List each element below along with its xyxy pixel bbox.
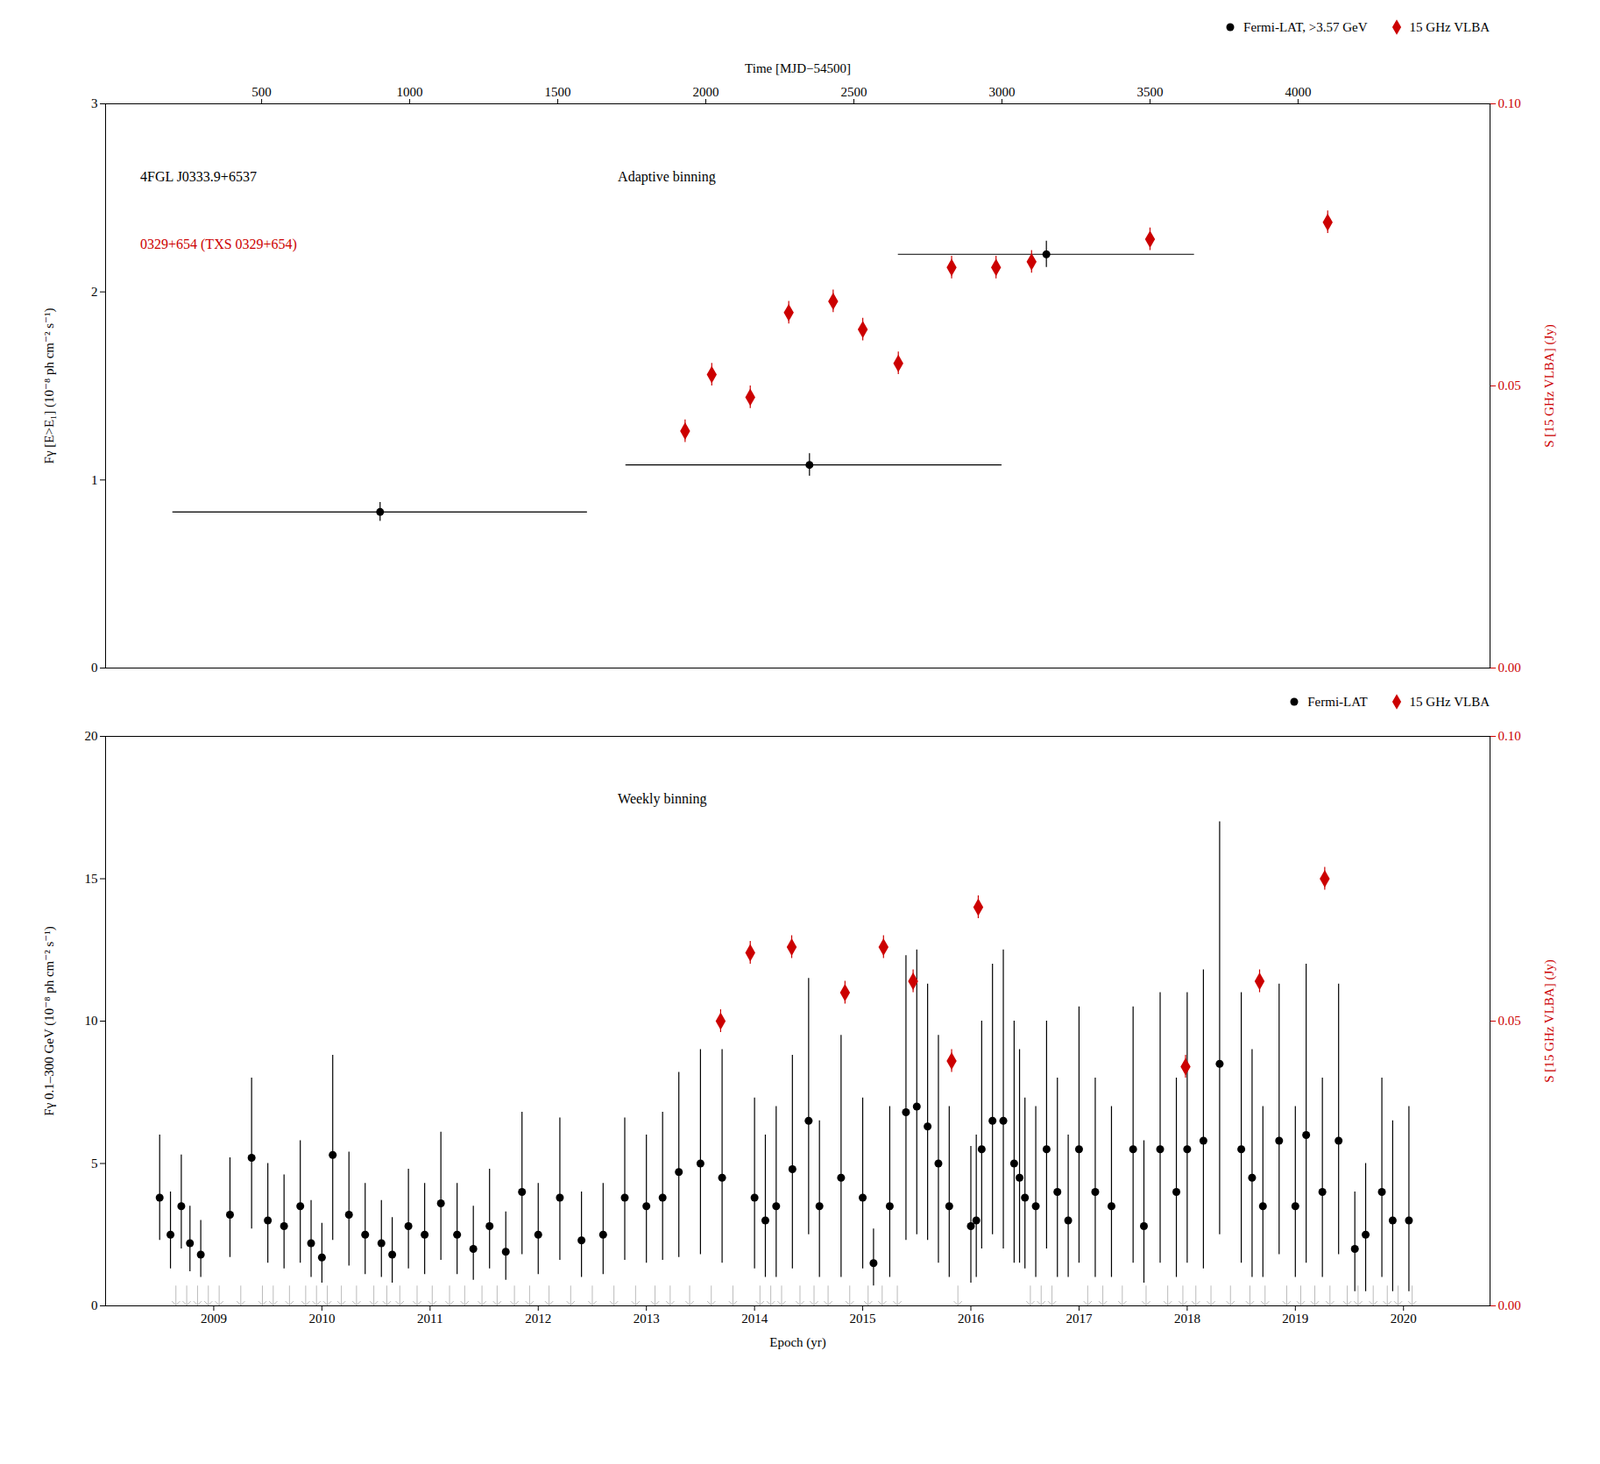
- svg-text:2013: 2013: [633, 1311, 660, 1326]
- svg-text:0329+654 (TXS 0329+654): 0329+654 (TXS 0329+654): [140, 236, 298, 253]
- svg-text:500: 500: [251, 84, 272, 100]
- svg-text:Adaptive binning: Adaptive binning: [617, 169, 716, 185]
- svg-text:Weekly binning: Weekly binning: [617, 791, 707, 808]
- svg-text:20: 20: [84, 729, 99, 744]
- svg-text:0.10: 0.10: [1498, 96, 1522, 111]
- svg-text:Fγ 0.1–300 GeV (10⁻⁸ ph cm⁻² s: Fγ 0.1–300 GeV (10⁻⁸ ph cm⁻² s⁻¹): [42, 926, 57, 1116]
- svg-text:1: 1: [91, 473, 99, 488]
- svg-text:3000: 3000: [988, 84, 1015, 100]
- svg-text:Fγ [E>E₁] (10⁻⁸ ph cm⁻² s⁻¹): Fγ [E>E₁] (10⁻⁸ ph cm⁻² s⁻¹): [42, 308, 57, 465]
- svg-text:2000: 2000: [693, 84, 720, 100]
- svg-text:0.00: 0.00: [1498, 1298, 1522, 1313]
- svg-text:0: 0: [91, 660, 99, 675]
- svg-text:1000: 1000: [396, 84, 424, 100]
- svg-text:2018: 2018: [1174, 1311, 1201, 1326]
- svg-text:0.05: 0.05: [1498, 1013, 1522, 1028]
- svg-text:4FGL J0333.9+6537: 4FGL J0333.9+6537: [140, 169, 257, 185]
- svg-text:0.00: 0.00: [1498, 660, 1522, 675]
- svg-text:Time [MJD−54500]: Time [MJD−54500]: [744, 61, 851, 76]
- svg-text:1500: 1500: [545, 84, 572, 100]
- svg-text:2500: 2500: [841, 84, 868, 100]
- svg-text:2019: 2019: [1281, 1311, 1309, 1326]
- svg-text:Epoch (yr): Epoch (yr): [769, 1335, 827, 1351]
- svg-text:2011: 2011: [417, 1311, 443, 1326]
- svg-text:10: 10: [84, 1013, 99, 1028]
- svg-text:2020: 2020: [1390, 1311, 1417, 1326]
- svg-text:2017: 2017: [1065, 1311, 1093, 1326]
- svg-text:0.10: 0.10: [1498, 729, 1522, 744]
- svg-text:2010: 2010: [308, 1311, 335, 1326]
- svg-text:S [15 GHz VLBA] (Jy): S [15 GHz VLBA] (Jy): [1542, 959, 1558, 1084]
- svg-text:5: 5: [91, 1156, 99, 1171]
- svg-text:3: 3: [91, 96, 99, 111]
- svg-text:0: 0: [91, 1298, 99, 1313]
- html-text:Fermi-LAT: Fermi-LAT: [1307, 694, 1368, 709]
- svg-text:2014: 2014: [741, 1311, 769, 1326]
- svg-text:2009: 2009: [200, 1311, 227, 1326]
- svg-text:2016: 2016: [957, 1311, 985, 1326]
- svg-text:0.05: 0.05: [1498, 378, 1522, 393]
- svg-text:2012: 2012: [524, 1311, 552, 1326]
- svg-text:2015: 2015: [849, 1311, 877, 1326]
- html-text:15 GHz VLBA: 15 GHz VLBA: [1409, 19, 1490, 34]
- svg-text:S [15 GHz VLBA] (Jy): S [15 GHz VLBA] (Jy): [1542, 324, 1558, 448]
- svg-text:3500: 3500: [1136, 84, 1163, 100]
- html-text:15 GHz VLBA: 15 GHz VLBA: [1409, 694, 1490, 709]
- svg-text:4000: 4000: [1284, 84, 1311, 100]
- svg-text:2: 2: [91, 284, 99, 299]
- html-text:Fermi-LAT, >3.57 GeV: Fermi-LAT, >3.57 GeV: [1243, 19, 1368, 34]
- svg-text:15: 15: [84, 871, 99, 886]
